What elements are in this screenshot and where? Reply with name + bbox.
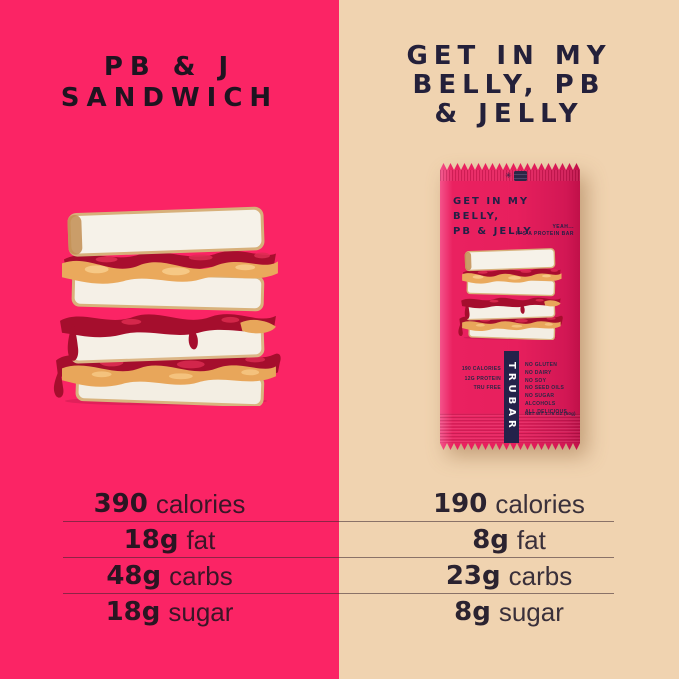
brand-name-vertical: TRUBAR [506,362,517,432]
protein-bar-package: ✳ GET IN MY BELLY, PB & JELLY YEAH... IT… [437,161,583,452]
left-fat-value: 18g [123,525,179,555]
bar-tagline-line2: IT'S A PROTEIN BAR [515,231,574,237]
right-carbs-label: carbs [508,560,573,591]
right-fat-value: 8g [472,525,509,555]
right-title-line1: GET IN MY [406,41,612,71]
nutrition-row-carbs: 48g carbs 23g carbs [0,559,679,593]
top-crimp [440,170,580,181]
right-calories-value: 190 [433,489,488,519]
bar-net-weight: NET WT 1.76 OZ (50g) [525,411,576,416]
row-divider [63,593,614,594]
right-sugar-label: sugar [498,596,564,627]
right-title-line3: & JELLY [434,99,584,129]
nutrition-row-calories: 390 calories 190 calories [0,487,679,521]
brand-vertical-band: TRUBAR [504,351,519,443]
brand-seal-block-icon [513,171,527,181]
right-fat: 8g fat [339,523,679,557]
row-divider [63,521,614,522]
bar-headline-line1: GET IN MY BELLY, [453,196,530,222]
bar-stat-calories: 190 CALORIES [461,366,501,372]
left-calories-label: calories [155,488,246,519]
left-carbs: 48g carbs [0,559,339,593]
bar-sandwich-image [458,248,563,340]
right-sugar: 8g sugar [339,595,679,629]
right-calories: 190 calories [339,487,679,521]
left-title-line1: PB & J [103,52,236,82]
bar-stat-free: TRU FREE [473,385,501,391]
bar-claim: ALL DELICIOUS [525,408,568,415]
bar-stat-protein: 12G PROTEIN [464,375,501,382]
left-sugar-value: 18g [105,597,161,627]
right-sugar-value: 8g [454,597,491,627]
bar-claim: NO SEED OILS [525,385,565,392]
bar-headline-line2: PB & JELLY [453,226,533,237]
right-carbs-value: 23g [445,561,501,591]
row-divider [63,557,614,558]
nutrition-row-sugar: 18g sugar 8g sugar [0,595,679,629]
brand-seal: ✳ [505,171,527,181]
right-fat-label: fat [516,524,546,555]
left-fat-label: fat [186,524,216,555]
left-calories-value: 390 [93,489,148,519]
left-sugar: 18g sugar [0,595,339,629]
left-carbs-label: carbs [169,560,233,591]
bar-claim: NO GLUTEN [525,362,558,368]
right-title: GET IN MY BELLY, PB & JELLY [339,42,679,129]
left-sugar-label: sugar [168,596,234,627]
left-fat: 18g fat [0,523,339,557]
right-calories-label: calories [495,488,585,519]
left-calories: 390 calories [0,487,339,521]
nutrition-row-fat: 18g fat 8g fat [0,523,679,557]
left-carbs-value: 48g [106,561,162,591]
right-carbs: 23g carbs [339,559,679,593]
bar-stats: 190 CALORIES 12G PROTEIN TRU FREE [445,365,501,394]
bar-claim: NO SOY [525,377,547,384]
left-title-line2: SANDWICH [60,83,279,113]
bar-tagline: YEAH... IT'S A PROTEIN BAR [494,224,574,238]
bar-claim: NO SUGAR ALCOHOLS [525,393,556,407]
pbj-sandwich-image [53,206,281,406]
bar-tagline-line1: YEAH... [552,224,574,230]
brand-seal-icon: ✳ [505,171,512,180]
bar-claims: NO GLUTEN NO DAIRY NO SOY NO SEED OILS N… [525,362,579,417]
right-title-line2: BELLY, PB [412,70,606,100]
bar-headline: GET IN MY BELLY, PB & JELLY [453,194,579,239]
left-title: PB & J SANDWICH [0,52,339,114]
bar-claim: NO DAIRY [525,369,552,376]
